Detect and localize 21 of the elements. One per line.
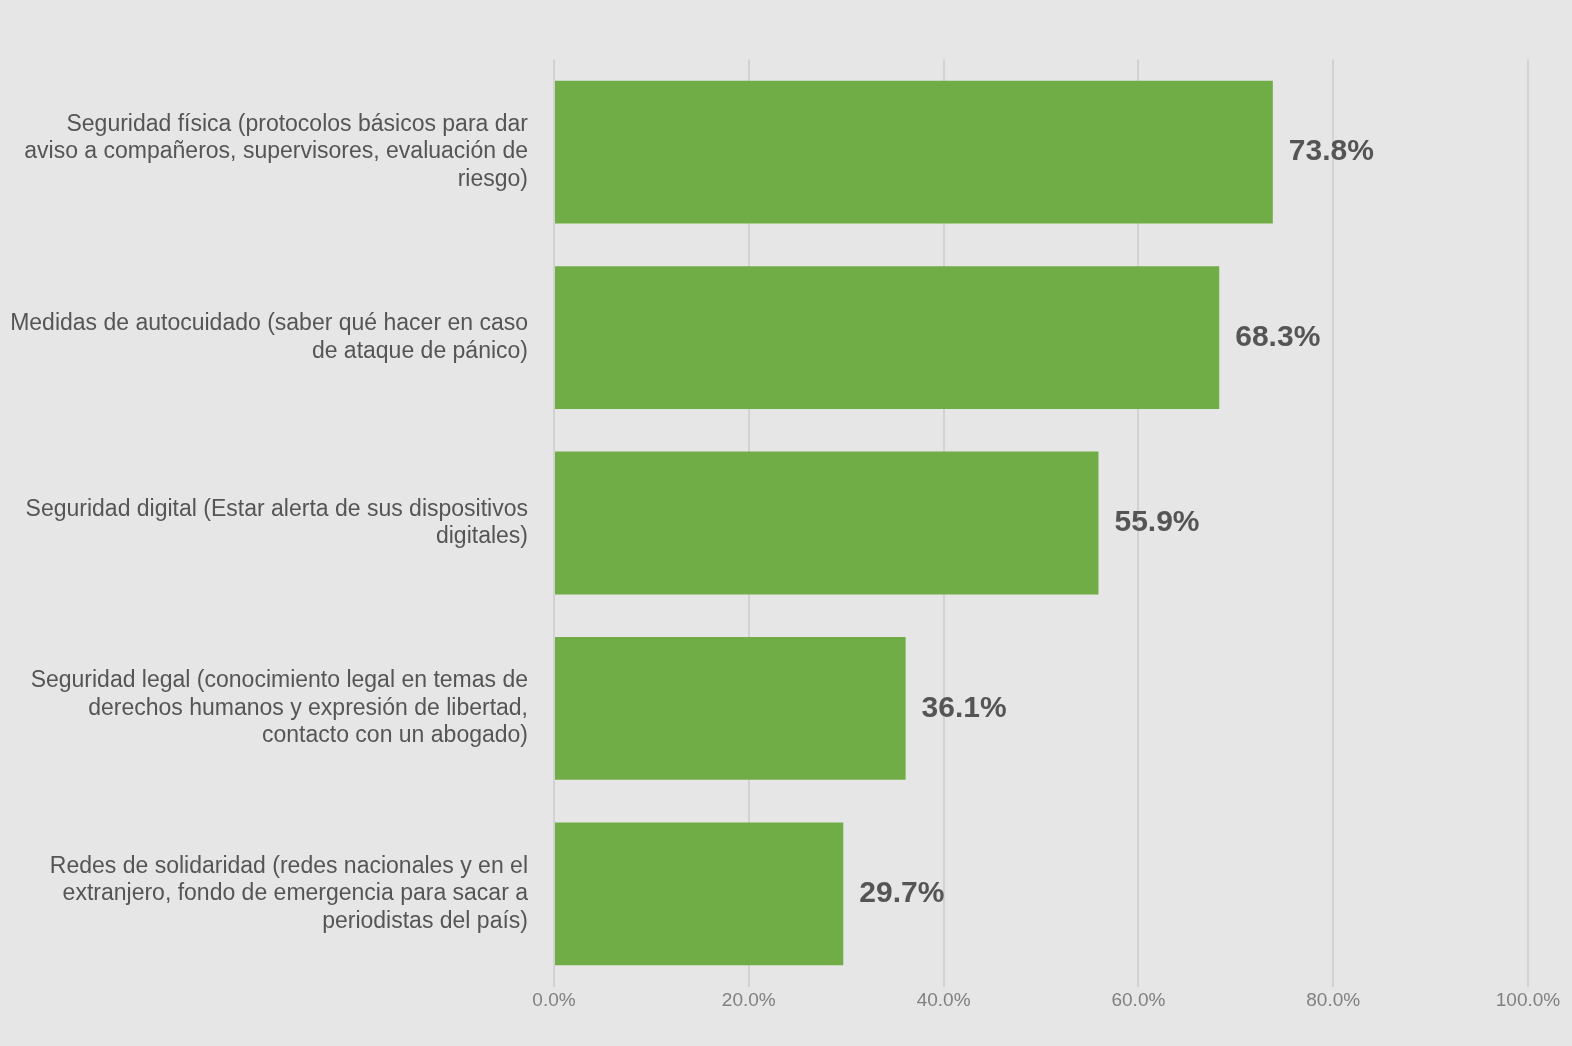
y-tick-label: Seguridad legal (conocimiento legal en temas de derechos humanos y expresión de libertad, contacto con un abogado) (30, 666, 528, 748)
y-tick-label: Seguridad física (protocolos básicos para dar aviso a compañeros, supervisores, evaluación de riesgo) (24, 109, 529, 192)
bar (555, 637, 906, 780)
y-tick-label: Medidas de autocuidado (saber qué hacer en caso de ataque de pánico) (10, 309, 528, 363)
bar (555, 822, 844, 966)
data-label: 68.3% (1235, 318, 1321, 352)
bar (555, 266, 1220, 409)
y-tick-label: Redes de solidaridad (redes nacionales y en el extranjero, fondo de emergencia para sacar a periodistas del país) (49, 851, 529, 933)
x-tick-label: 20.0% (721, 989, 776, 1011)
x-tick-label: 40.0% (916, 989, 971, 1011)
bar (555, 451, 1099, 595)
x-tick-label: 60.0% (1111, 989, 1166, 1011)
data-label: 29.7% (859, 875, 945, 909)
data-label: 36.1% (921, 689, 1007, 723)
y-tick-label: Seguridad digital (Estar alerta de sus dispositivos digitales) (25, 494, 528, 549)
data-label: 73.8% (1288, 133, 1374, 167)
data-label: 55.9% (1114, 504, 1200, 538)
bar (555, 80, 1273, 224)
x-tick-label: 100.0% (1495, 989, 1561, 1011)
x-tick-label: 0.0% (532, 989, 576, 1011)
x-tick-label: 80.0% (1306, 989, 1361, 1011)
